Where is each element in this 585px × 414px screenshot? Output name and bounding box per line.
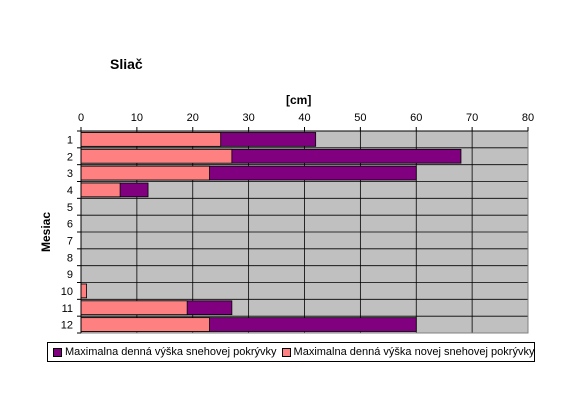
y-tick-label: 9 bbox=[67, 269, 73, 281]
y-tick-label: 7 bbox=[67, 235, 73, 247]
x-tick-label: 60 bbox=[410, 112, 422, 124]
y-tick-label: 10 bbox=[61, 286, 73, 298]
y-tick-label: 8 bbox=[67, 252, 73, 264]
bar-new-snow bbox=[80, 300, 188, 316]
legend-swatch-new-snow bbox=[281, 347, 291, 357]
chart-title: Sliač bbox=[110, 56, 143, 72]
y-tick-label: 12 bbox=[61, 320, 73, 332]
x-tick-label: 40 bbox=[298, 112, 310, 124]
x-tick-label: 10 bbox=[131, 112, 143, 124]
legend-label-total-snow: Maximalna denná výška snehovej pokrývky bbox=[65, 346, 277, 358]
y-tick-label: 6 bbox=[67, 219, 73, 231]
legend-item-new-snow: Maximalna denná výška novej snehovej pok… bbox=[281, 346, 535, 358]
legend: Maximalna denná výška snehovej pokrývky … bbox=[47, 342, 535, 362]
x-tick-label: 0 bbox=[78, 112, 84, 124]
y-tick-label: 11 bbox=[62, 303, 73, 315]
x-tick-label: 50 bbox=[354, 112, 366, 124]
bar-new-snow bbox=[80, 283, 87, 299]
x-tick-label: 20 bbox=[187, 112, 199, 124]
legend-swatch-total-snow bbox=[53, 347, 62, 357]
legend-item-total-snow: Maximalna denná výška snehovej pokrývky bbox=[53, 346, 277, 358]
bar-new-snow bbox=[80, 132, 222, 147]
bar-new-snow bbox=[80, 165, 210, 181]
bar-new-snow bbox=[80, 182, 121, 198]
y-tick-label: 3 bbox=[67, 168, 73, 180]
bar-new-snow bbox=[80, 148, 233, 164]
x-axis-label: [cm] bbox=[286, 93, 312, 107]
y-tick-label: 2 bbox=[67, 151, 73, 163]
x-tick-label: 70 bbox=[466, 112, 478, 124]
x-tick-label: 30 bbox=[243, 112, 255, 124]
legend-label-new-snow: Maximalna denná výška novej snehovej pok… bbox=[293, 346, 535, 358]
x-tick-label: 80 bbox=[522, 112, 534, 124]
y-tick-label: 5 bbox=[67, 202, 73, 214]
y-tick-label: 1 bbox=[67, 134, 73, 146]
bar-new-snow bbox=[80, 317, 210, 332]
y-tick-label: 4 bbox=[67, 185, 73, 197]
